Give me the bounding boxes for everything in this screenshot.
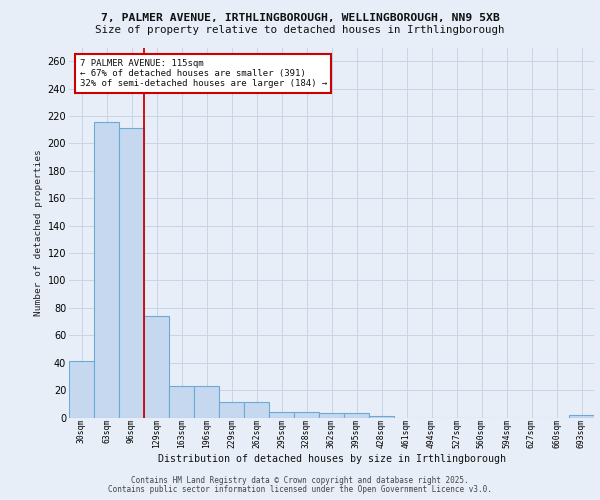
Bar [269,412,294,418]
Text: Contains HM Land Registry data © Crown copyright and database right 2025.: Contains HM Land Registry data © Crown c… [131,476,469,485]
Bar [119,128,144,418]
Text: 7, PALMER AVENUE, IRTHLINGBOROUGH, WELLINGBOROUGH, NN9 5XB: 7, PALMER AVENUE, IRTHLINGBOROUGH, WELLI… [101,12,499,22]
Y-axis label: Number of detached properties: Number of detached properties [34,149,43,316]
Bar [194,386,219,418]
Text: 7 PALMER AVENUE: 115sqm
← 67% of detached houses are smaller (391)
32% of semi-d: 7 PALMER AVENUE: 115sqm ← 67% of detache… [79,58,327,88]
Bar [319,414,344,418]
X-axis label: Distribution of detached houses by size in Irthlingborough: Distribution of detached houses by size … [157,454,505,464]
Bar [219,402,244,417]
Bar [169,386,194,418]
Text: Size of property relative to detached houses in Irthlingborough: Size of property relative to detached ho… [95,25,505,35]
Bar [369,416,394,418]
Bar [244,402,269,417]
Bar [94,122,119,418]
Bar [569,415,594,418]
Bar [69,362,94,418]
Bar [344,414,369,418]
Text: Contains public sector information licensed under the Open Government Licence v3: Contains public sector information licen… [108,485,492,494]
Bar [144,316,169,418]
Bar [294,412,319,418]
